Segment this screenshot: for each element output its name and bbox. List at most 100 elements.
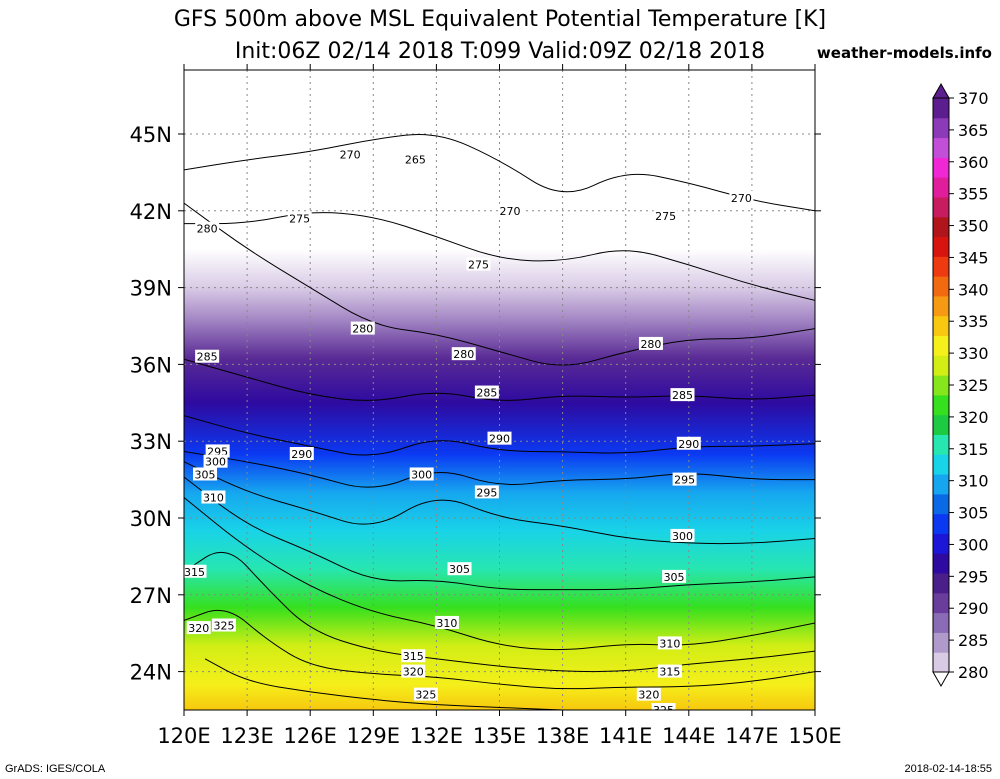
contour-label: 280	[453, 348, 474, 361]
contour-label: 305	[664, 571, 685, 584]
contour-label-bg	[474, 485, 499, 499]
colorbar-top-arrow	[932, 82, 950, 99]
contour-line-280	[184, 202, 815, 366]
contour-label-bg	[184, 564, 207, 578]
contour-label-bg	[193, 467, 218, 481]
colorbar-label: 320	[958, 408, 989, 427]
colorbar-bin	[933, 573, 949, 594]
contour-label-bg	[287, 211, 312, 225]
colorbar-bin	[933, 454, 949, 475]
contour-label: 305	[195, 468, 216, 481]
contour-line-325	[204, 658, 563, 710]
contour-label: 290	[291, 448, 312, 461]
colorbar-bin	[933, 117, 949, 139]
colorbar-bin	[933, 216, 949, 238]
colorbar-label: 340	[958, 280, 989, 299]
contour-label: 310	[659, 637, 680, 650]
colorbar-label: 305	[958, 504, 989, 523]
colorbar-bin	[933, 177, 949, 198]
contour-label-bg	[195, 221, 220, 235]
colorbar-bin	[933, 256, 949, 277]
contour-label-bg	[409, 467, 434, 481]
site-credit: weather-models.info	[816, 44, 992, 62]
colorbar-label: 365	[958, 121, 989, 140]
contour-label: 325	[415, 689, 436, 702]
contour-label: 320	[638, 689, 659, 702]
contour-label: 315	[659, 666, 680, 679]
colorbar-label: 280	[958, 663, 989, 682]
contour-label: 275	[289, 212, 310, 225]
y-tick-label: 45N	[130, 123, 172, 147]
x-tick-label: 132E	[410, 724, 463, 748]
colorbar-label: 285	[958, 631, 989, 650]
contour-label: 300	[672, 530, 693, 543]
colorbar-label: 370	[958, 89, 989, 108]
contour-label-bg	[676, 436, 701, 450]
x-tick-label: 129E	[347, 724, 400, 748]
contour-label-bg	[403, 152, 428, 166]
contour-label-bg	[451, 347, 476, 361]
contour-label: 325	[213, 620, 234, 633]
contour-label: 290	[678, 438, 699, 451]
contour-line-300	[184, 461, 815, 545]
contour-label-bg	[657, 664, 682, 678]
contour-label-bg	[211, 618, 236, 632]
contour-label: 275	[468, 259, 489, 272]
contour-label-bg	[195, 349, 220, 363]
x-tick-label: 135E	[473, 724, 526, 748]
contour-line-310	[184, 497, 815, 651]
colorbar-bin	[933, 513, 949, 534]
contour-label: 295	[674, 474, 695, 487]
contour-label: 280	[640, 338, 661, 351]
contour-label: 285	[476, 387, 497, 400]
colorbar-bin	[933, 157, 949, 178]
contour-label: 305	[449, 563, 470, 576]
contour-label-bg	[447, 562, 472, 576]
colorbar-bin	[933, 335, 949, 356]
colorbar-bin	[933, 295, 949, 317]
x-tick-label: 138E	[536, 724, 589, 748]
colorbar-bin	[933, 196, 949, 218]
contour-label-bg	[466, 257, 491, 271]
contour-line-320	[184, 609, 815, 690]
contour-label-bg	[670, 388, 695, 402]
colorbar-bottom-arrow	[932, 671, 950, 688]
contour-label-bg	[474, 385, 499, 399]
contour-label: 265	[405, 154, 426, 167]
colorbar-label: 330	[958, 344, 989, 363]
y-tick-label: 36N	[130, 353, 172, 377]
contour-label-bg	[203, 454, 228, 468]
footer-credit: GrADS: IGES/COLA	[5, 763, 106, 775]
colorbar-bin	[933, 652, 949, 673]
contour-label: 315	[184, 566, 205, 579]
contour-label: 320	[188, 622, 209, 635]
colorbar-bin	[933, 414, 949, 435]
contour-label: 310	[436, 617, 457, 630]
chart-title: GFS 500m above MSL Equivalent Potential …	[173, 7, 827, 32]
contour-label-bg	[651, 703, 676, 710]
colorbar-bin	[933, 375, 949, 396]
colorbar-bin	[933, 98, 949, 119]
contour-label: 275	[655, 210, 676, 223]
contour-label-bg	[350, 321, 375, 335]
colorbar-label: 355	[958, 185, 989, 204]
x-tick-label: 123E	[220, 724, 273, 748]
contour-label-bg	[289, 447, 314, 460]
colorbar-label: 325	[958, 376, 989, 395]
contour-label-bg	[201, 490, 226, 504]
y-tick-label: 33N	[130, 430, 172, 454]
colorbar-label: 315	[958, 440, 989, 459]
colorbar-label: 345	[958, 248, 989, 267]
contour-label-bg	[636, 687, 661, 701]
contour-label-bg	[498, 203, 523, 217]
contour-label: 290	[489, 433, 510, 446]
contour-label-bg	[670, 528, 695, 542]
contour-label-bg	[487, 431, 512, 445]
contour-line-305	[184, 476, 815, 591]
contour-label: 325	[653, 704, 674, 717]
colorbar-bin	[933, 493, 949, 515]
contour-label: 315	[403, 650, 424, 663]
contour-label: 270	[340, 148, 361, 161]
colorbar-bin	[933, 137, 949, 158]
